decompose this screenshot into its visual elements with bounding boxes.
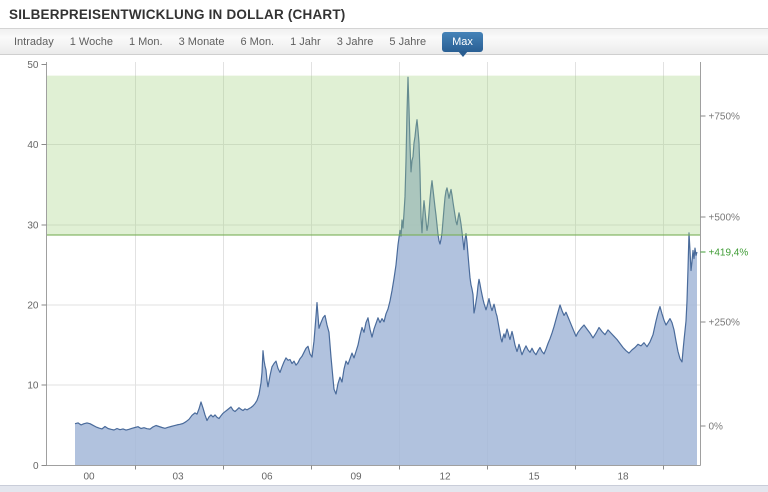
y-axis-label: 30 <box>27 220 39 231</box>
pct-axis-label: +250% <box>709 318 741 329</box>
chart-header: SILBERPREISENTWICKLUNG IN DOLLAR (CHART) <box>0 0 768 28</box>
performance-label: +419,4% <box>709 248 749 259</box>
y-axis-label: 50 <box>27 60 39 71</box>
y-axis-label: 20 <box>27 301 39 312</box>
chart-area[interactable]: 50 40 30 20 10 0 +750% +500% +250% 0% +419,4% 00 03 0… <box>0 55 768 485</box>
y-axis-label: 40 <box>27 140 39 151</box>
tab-max[interactable]: Max <box>442 31 483 57</box>
x-axis-label: 15 <box>528 472 540 483</box>
tab-6-mon[interactable]: 6 Mon. <box>240 35 275 48</box>
pct-axis-label: 0% <box>709 422 724 433</box>
tab-5-jahre[interactable]: 5 Jahre <box>389 35 427 48</box>
price-area <box>75 77 697 466</box>
x-axis-label: 03 <box>172 472 184 483</box>
tab-1-woche[interactable]: 1 Woche <box>69 35 113 48</box>
x-axis-label: 12 <box>439 472 451 483</box>
period-tab-bar: Intraday 1 Woche 1 Mon. 3 Monate 6 Mon. 1 Jah… <box>0 28 768 57</box>
x-axis-label: 18 <box>617 472 629 483</box>
tab-1-jahr[interactable]: 1 Jahr <box>290 35 321 48</box>
x-axis-label: 09 <box>350 472 362 483</box>
x-axis-label: 06 <box>261 472 273 483</box>
pct-axis-label: +750% <box>709 112 741 123</box>
high-range-band <box>46 75 701 235</box>
y-axis-label: 10 <box>27 381 39 392</box>
tab-intraday[interactable]: Intraday <box>14 35 54 48</box>
price-chart[interactable]: 50 40 30 20 10 0 +750% +500% +250% 0% +419,4% 00 03 0… <box>0 55 768 485</box>
active-tab-pointer <box>457 50 468 57</box>
y-axis-label: 0 <box>33 461 39 472</box>
pct-axis-label: +500% <box>709 213 741 224</box>
x-axis-label: 00 <box>83 472 95 483</box>
price-line <box>74 76 698 431</box>
tab-3-jahre[interactable]: 3 Jahre <box>336 35 374 48</box>
page-title: SILBERPREISENTWICKLUNG IN DOLLAR (CHART) <box>9 6 346 22</box>
bottom-divider <box>0 485 768 492</box>
tab-3-monate[interactable]: 3 Monate <box>178 35 225 48</box>
tab-1-mon[interactable]: 1 Mon. <box>128 35 163 48</box>
